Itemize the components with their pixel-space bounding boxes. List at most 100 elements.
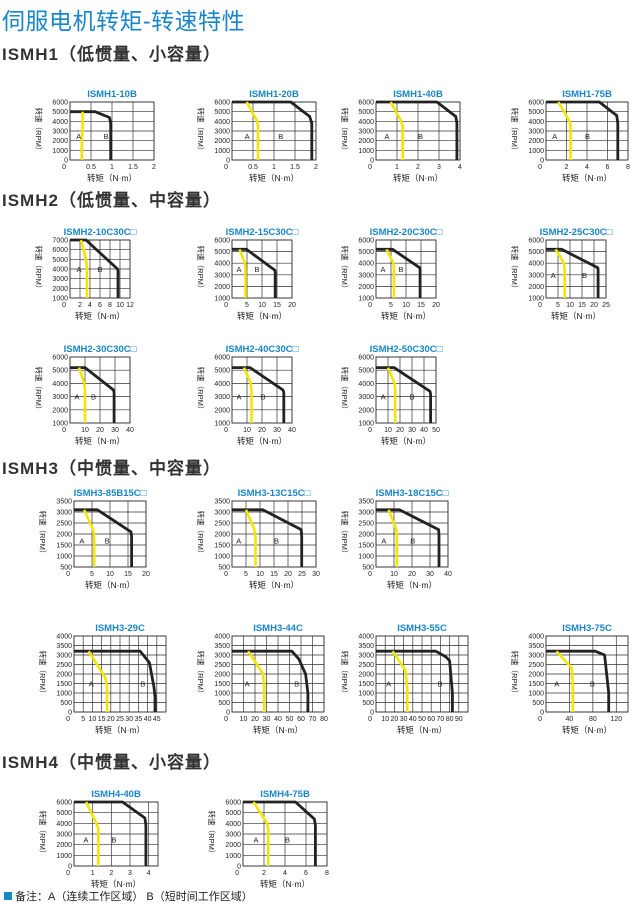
region-label-B: B [399,265,404,274]
x-tick-label: 25 [602,302,610,309]
y-tick-label: 3500 [214,499,230,506]
short-time-envelope [546,649,611,712]
y-tick-label: 1000 [358,421,374,428]
footnote-marker [4,892,12,900]
y-tick-label: 2000 [528,138,544,145]
chart-ISMH2-10C30C□: A B ISMH2-10C30C□ 1000 2000 3000 4000 5000 6000 7… [34,227,137,321]
x-axis-label: 转矩（N·m） [381,436,431,446]
y-axis-label: 转速（RPM） [510,651,520,698]
region-label-B: B [410,393,415,402]
short-time-envelope [232,100,314,160]
y-tick-label: 2000 [528,672,544,679]
y-tick-label: 4000 [52,267,68,274]
x-tick-label: 35 [135,716,143,723]
y-tick-label: 500 [60,700,72,707]
y-tick-label: 1000 [56,691,72,698]
y-axis-label: 转速（RPM） [196,367,206,414]
y-tick-label: 2000 [56,842,72,849]
chart-ISMH3-85B15C□: A B ISMH3-85B15C□ 500 1000 1500 2000 2500 3000 35… [38,488,150,590]
x-tick-label: 20 [107,716,115,723]
y-tick-label: 4000 [214,381,230,388]
x-tick-label: 50 [418,716,426,723]
x-tick-label: 80 [320,716,328,723]
plot-frame [231,500,317,568]
region-label-A: A [79,537,84,546]
plot-frame [73,635,167,713]
footnote: 备注：A（连续工作区域） B（短时间工作区域） [4,888,253,904]
y-tick-label: 500 [218,565,230,572]
x-axis-label: 转矩（N·m） [85,580,135,590]
y-tick-label: 2000 [358,672,374,679]
y-tick-label: 0 [68,864,72,871]
y-tick-label: 2000 [214,407,230,414]
y-tick-label: 1000 [214,554,230,561]
x-axis-label: 转矩（N·m） [91,879,141,889]
region-label-B: B [278,132,283,141]
y-tick-label: 1000 [52,296,68,303]
chart-ISMH2-50C30C□: A B ISMH2-50C30C□ 1000 2000 3000 4000 5000 6000 0… [340,344,443,446]
chart-title: ISMH3-18C15C□ [376,488,449,499]
y-tick-label: 3000 [528,653,544,660]
region-label-A: A [237,265,242,274]
chart-title: ISMH2-30C30C□ [64,344,137,355]
short-time-envelope [70,238,120,298]
y-tick-label: 5000 [528,249,544,256]
x-axis-label: 转矩（N·m） [393,173,443,183]
x-axis-label: 转矩（N·m） [387,580,437,590]
x-tick-label: 4 [147,870,151,877]
region-label-B: B [590,680,595,689]
y-tick-label: 0 [68,710,72,717]
section-title-ismh4: ISMH4（中惯量、小容量） [2,753,221,772]
x-tick-label: 20 [288,302,296,309]
chart-ISMH3-55C: A BISMH3-55C05001000150020002500300035004… [340,623,469,735]
x-tick-label: 15 [417,302,425,309]
chart-ISMH2-20C30C□: A B ISMH2-20C30C□ 1000 2000 3000 4000 5000 6000 0… [340,227,443,321]
x-tick-label: 0 [62,427,66,434]
x-tick-label: 10 [81,427,89,434]
plot-frame [375,500,449,568]
y-tick-label: 500 [532,700,544,707]
y-axis-label: 转速（RPM） [340,246,350,293]
x-tick-label: 5 [81,716,85,723]
y-tick-label: 5000 [358,249,374,256]
x-tick-label: 30 [312,571,320,578]
chart-ISMH2-15C30C□: A B ISMH2-15C30C□ 1000 2000 3000 4000 5000 6000 0… [196,227,299,321]
x-tick-label: 40 [144,716,152,723]
y-tick-label: 2000 [214,138,230,145]
x-tick-label: 120 [610,716,622,723]
x-tick-label: 10 [402,302,410,309]
region-label-A: A [237,393,242,402]
chart-ISMH2-30C30C□: A B ISMH2-30C30C□ 1000 2000 3000 4000 5000 6000 0… [34,344,137,446]
x-tick-label: 30 [111,427,119,434]
x-tick-label: 8 [108,302,112,309]
region-label-A: A [381,265,386,274]
x-tick-label: 10 [390,571,398,578]
y-tick-label: 2000 [56,672,72,679]
x-tick-label: 30 [273,427,281,434]
y-tick-label: 5000 [52,368,68,375]
x-tick-label: 40 [444,571,452,578]
x-tick-label: 50 [286,716,294,723]
y-tick-label: 2000 [214,284,230,291]
y-tick-label: 2000 [52,286,68,293]
y-tick-label: 1000 [56,853,72,860]
y-tick-label: 0 [237,864,241,871]
y-tick-label: 6000 [214,238,230,245]
x-tick-label: 0 [368,164,372,171]
y-tick-label: 3000 [56,653,72,660]
x-tick-label: 10 [384,427,392,434]
x-tick-label: 10 [106,571,114,578]
x-tick-label: 30 [408,427,416,434]
y-axis-label: 转速（RPM） [196,651,206,698]
region-label-A: A [552,132,557,141]
x-tick-label: 0 [368,571,372,578]
x-tick-label: 70 [309,716,317,723]
x-tick-label: 10 [89,716,97,723]
y-tick-label: 1000 [358,296,374,303]
continuous-curve [391,650,409,712]
x-tick-label: 90 [455,716,463,723]
y-tick-label: 5000 [214,368,230,375]
y-tick-label: 5000 [56,810,72,817]
region-label-A: A [83,835,88,844]
